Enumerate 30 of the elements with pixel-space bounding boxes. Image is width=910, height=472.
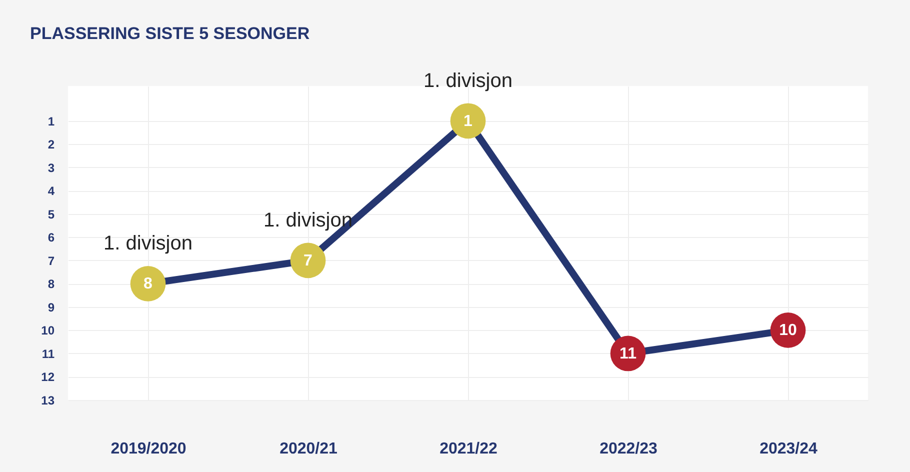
y-tick-label: 5 bbox=[48, 207, 55, 222]
data-label: 7 bbox=[304, 252, 313, 270]
annotation: 1. divisjon bbox=[264, 209, 352, 232]
y-tick-label: 9 bbox=[48, 300, 55, 314]
x-tick-label: 2021/22 bbox=[440, 440, 498, 458]
point bbox=[290, 242, 326, 278]
y-tick-label: 13 bbox=[41, 394, 55, 408]
x-tick-label: 2020/21 bbox=[280, 440, 338, 458]
data-label: 11 bbox=[620, 345, 637, 362]
y-tick-label: 7 bbox=[48, 254, 55, 268]
annotation: 1. divisjon bbox=[104, 232, 192, 255]
y-tick-label: 8 bbox=[48, 277, 55, 292]
x-tick-label: 2023/24 bbox=[760, 440, 818, 458]
y-tick-label: 12 bbox=[41, 370, 55, 384]
y-tick-label: 11 bbox=[42, 346, 55, 361]
data-label: 1 bbox=[464, 112, 473, 130]
x-tick-label: 2019/2020 bbox=[110, 440, 186, 458]
annotation: 1. divisjon bbox=[424, 70, 512, 92]
point bbox=[450, 103, 486, 139]
y-tick-label: 6 bbox=[48, 230, 55, 245]
x-tick-label: 2022/23 bbox=[600, 440, 658, 458]
point bbox=[130, 266, 166, 302]
chart-title: PLASSERING SISTE 5 SESONGER bbox=[30, 24, 310, 43]
data-label: 8 bbox=[144, 276, 153, 293]
y-tick-label: 4 bbox=[48, 184, 55, 198]
y-tick-label: 3 bbox=[48, 160, 55, 175]
y-tick-label: 2 bbox=[48, 138, 55, 152]
y-tick-label: 10 bbox=[41, 324, 55, 338]
data-label: 10 bbox=[779, 322, 797, 340]
y-tick-label: 1 bbox=[48, 114, 55, 128]
